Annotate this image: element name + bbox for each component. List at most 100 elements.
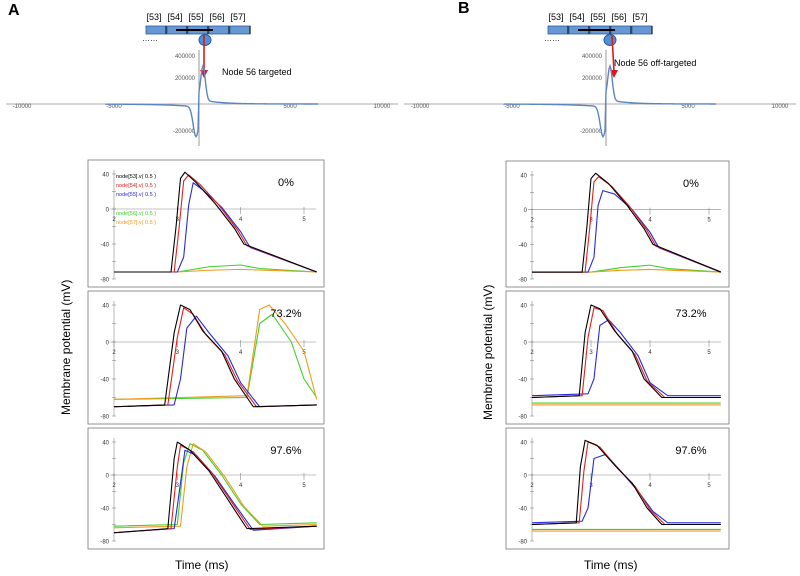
series-line-node55v05 xyxy=(531,319,721,397)
x-tick-label: 2 xyxy=(112,217,116,223)
y-tick-label: 0 xyxy=(524,341,528,347)
x-tick-label: 4 xyxy=(239,350,243,356)
percent-label: 0% xyxy=(278,177,294,189)
y-tick-label: -40 xyxy=(100,507,109,513)
ellipsis-dots: …… xyxy=(544,34,560,43)
x-tick-label: 2 xyxy=(112,483,116,489)
subplot-b-1: 40 0 -40 -80 2 3 4 5 73.2% xyxy=(505,290,730,425)
y-tick-label: -80 xyxy=(518,415,527,421)
y-tick-label: 40 xyxy=(102,173,109,179)
series-line-node55v05 xyxy=(113,315,317,408)
y-tick-label: 0 xyxy=(106,341,110,347)
y-tick-label: 40 xyxy=(520,304,527,310)
x-tick-label: 2 xyxy=(112,350,116,356)
y-tick-label: -80 xyxy=(518,540,527,546)
internode-segment xyxy=(547,25,569,35)
field-tick-x: 10000 xyxy=(374,104,391,110)
electrode xyxy=(198,34,212,46)
x-tick-label: 3 xyxy=(589,483,593,489)
subplot-a-2: 40 0 -40 -80 2 3 4 5 97.6% xyxy=(87,427,325,550)
series-line-node53v05 xyxy=(113,441,317,534)
field-tick-y: 200000 xyxy=(175,76,196,82)
x-tick-label: 5 xyxy=(302,217,306,223)
node-label: [54] xyxy=(167,12,182,22)
x-tick-label: 5 xyxy=(302,483,306,489)
y-tick-label: -80 xyxy=(518,278,527,284)
subplot-frame xyxy=(505,290,730,425)
y-tick-label: 40 xyxy=(520,441,527,447)
x-tick-label: 5 xyxy=(707,350,711,356)
subplot-frame xyxy=(87,290,325,425)
x-tick-label: 5 xyxy=(707,483,711,489)
y-tick-label: -80 xyxy=(100,278,109,284)
y-tick-label: -40 xyxy=(518,507,527,513)
percent-label: 97.6% xyxy=(675,445,706,457)
field-caption: Node 56 targeted xyxy=(222,67,292,77)
y-tick-label: 40 xyxy=(102,441,109,447)
series-line-node53v05 xyxy=(531,439,721,526)
series-line-node54v05 xyxy=(531,307,721,399)
node-label: [57] xyxy=(230,12,245,22)
series-group xyxy=(532,172,722,273)
legend-entry: node[53].v( 0.5 ) xyxy=(116,174,156,180)
y-tick-label: -40 xyxy=(100,378,109,384)
electrode xyxy=(603,34,617,46)
x-tick-label: 4 xyxy=(648,218,652,224)
arrow-line xyxy=(611,34,615,73)
subplot-b-2: 40 0 -40 -80 2 3 4 5 97.6% xyxy=(505,427,730,550)
percent-label: 0% xyxy=(683,178,699,190)
series-group xyxy=(531,439,721,532)
x-axis-label-a: Time (ms) xyxy=(175,558,229,572)
x-tick-label: 4 xyxy=(239,217,243,223)
percent-label: 73.2% xyxy=(675,308,706,320)
field-tick-x: -5000 xyxy=(106,104,122,110)
panel-letter-b: B xyxy=(458,0,470,17)
legend-entry: node[54].v( 0.5 ) xyxy=(116,183,156,189)
y-tick-label: 40 xyxy=(520,174,527,180)
internode-segment xyxy=(145,25,167,35)
x-tick-label: 4 xyxy=(239,483,243,489)
node-label: [57] xyxy=(632,12,647,22)
y-tick-label: 40 xyxy=(102,304,109,310)
field-tick-y: -200000 xyxy=(173,129,196,135)
field-tick-y: 400000 xyxy=(175,54,196,60)
axon-schematic-a: [53] [54] [55] [56] [57] …… xyxy=(142,12,251,78)
ellipsis-dots: …… xyxy=(142,34,158,43)
x-tick-label: 2 xyxy=(530,350,534,356)
subplot-frame xyxy=(87,159,325,288)
x-tick-label: 2 xyxy=(530,218,534,224)
series-line-node54v05 xyxy=(113,307,317,408)
x-tick-label: 3 xyxy=(176,350,180,356)
internode-segment xyxy=(631,25,653,35)
x-tick-label: 3 xyxy=(589,350,593,356)
legend-entry: node[57].v( 0.5 ) xyxy=(116,220,156,226)
series-group xyxy=(113,304,318,408)
series-line-node53v05 xyxy=(113,304,317,408)
field-tick-y: 200000 xyxy=(582,76,603,82)
field-tick-x: 5000 xyxy=(283,104,297,110)
series-line-node55v05 xyxy=(114,182,317,273)
field-tick-x: -5000 xyxy=(504,104,520,110)
series-line-node54v05 xyxy=(113,444,317,534)
series-group xyxy=(113,441,317,534)
legend-entry: node[55].v( 0.5 ) xyxy=(116,192,156,198)
y-tick-label: -80 xyxy=(100,540,109,546)
series-line-node53v05 xyxy=(532,172,722,273)
subplot-frame xyxy=(505,427,730,550)
series-line-node53v05 xyxy=(531,304,721,399)
x-tick-label: 5 xyxy=(707,218,711,224)
x-axis-label-b: Time (ms) xyxy=(584,558,638,572)
percent-label: 97.6% xyxy=(270,445,301,457)
field-tick-y: -200000 xyxy=(580,129,603,135)
field-tick-x: 10000 xyxy=(772,104,789,110)
series-group xyxy=(531,304,721,406)
node-label: [56] xyxy=(209,12,224,22)
series-line-node57v05 xyxy=(113,443,317,529)
node-label: [56] xyxy=(611,12,626,22)
series-group xyxy=(114,171,317,273)
internode-segment xyxy=(229,25,251,35)
subplot-frame xyxy=(87,427,325,550)
y-tick-label: 0 xyxy=(524,208,528,214)
y-tick-label: 0 xyxy=(106,208,110,214)
